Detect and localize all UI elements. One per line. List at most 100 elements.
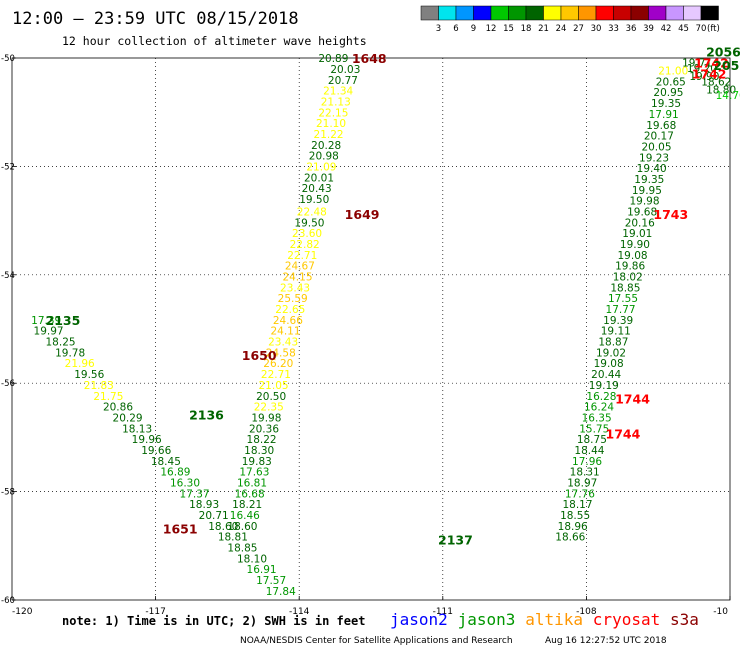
swh-point-label: 22.15 [318, 107, 348, 119]
swh-point-label: 18.80 [706, 85, 736, 97]
swh-point-label: 18.02 [613, 272, 643, 284]
swh-point-label: 19.66 [141, 445, 171, 457]
swh-point-label: 16.68 [235, 488, 265, 500]
colorbar-swatch [543, 5, 562, 21]
swh-point-label: 19.11 [601, 326, 631, 338]
swh-point-label: 19.56 [74, 369, 104, 381]
legend-item-altika: altika [525, 610, 583, 629]
swh-point-label: 22.71 [287, 250, 317, 262]
swh-point-label: 21.10 [316, 118, 346, 130]
swh-point-label: 18.17 [562, 499, 592, 511]
x-tick-label: -108 [576, 607, 597, 617]
swh-point-label: 23.43 [268, 337, 298, 349]
swh-point-label: 18.60 [208, 521, 238, 533]
swh-point-label: 20.05 [641, 141, 671, 153]
swh-point-label: 19.83 [242, 456, 272, 468]
swh-point-label: 18.31 [570, 467, 600, 479]
swh-point-label: 18.30 [244, 445, 274, 457]
swh-point-label: 17.55 [608, 293, 638, 305]
swh-point-label: 18.13 [122, 423, 152, 435]
colorbar-swatch [630, 5, 649, 21]
swh-point-label: 20.28 [311, 140, 341, 152]
swh-point-label: 22.35 [254, 402, 284, 414]
swh-point-label: 19.95 [632, 185, 662, 197]
swh-point-label: 18.85 [610, 282, 640, 294]
swh-point-label: 18.44 [574, 445, 604, 457]
colorbar-label: 27 [573, 24, 584, 34]
pass-time-label: 1743 [653, 207, 688, 222]
pass-time-labels: 1648 1649 1650 1651 2135 2136 2137 1743 1744 1744… [46, 45, 740, 548]
swh-point-label: 20.43 [302, 183, 332, 195]
colorbar-swatch [490, 5, 509, 21]
colorbar-swatch [578, 5, 597, 21]
colorbar-swatch [438, 5, 457, 21]
swh-point-label: 22.65 [275, 304, 305, 316]
swh-point-label: 22.82 [290, 239, 320, 251]
pass-time-label: 1649 [345, 207, 380, 222]
swh-point-label: 19.97 [34, 326, 64, 338]
swh-point-label: 15.75 [579, 423, 609, 435]
swh-point-label: 26.20 [263, 358, 293, 370]
swh-point-label: 21.75 [93, 391, 123, 403]
swh-point-label: 25.59 [278, 293, 308, 305]
swh-point-label: 20.03 [330, 64, 360, 76]
swh-point-label: 19.98 [251, 412, 281, 424]
colorbar-swatch [648, 5, 667, 21]
swh-point-label: 19.90 [620, 239, 650, 251]
colorbar-label: 3 [436, 24, 441, 34]
swh-point-label: 20.86 [103, 402, 133, 414]
colorbar-swatch [473, 5, 492, 21]
pass-time-label: 2135 [46, 313, 81, 328]
swh-point-label: 18.85 [227, 543, 257, 555]
swh-point-label: 21.34 [323, 86, 353, 98]
swh-point-label: 18.45 [151, 456, 181, 468]
footer-note: note: 1) Time is in UTC; 2) SWH is in fe… [62, 614, 365, 628]
swh-point-label: 18.55 [560, 510, 590, 522]
axes: -120 -117 -114 -111 -108 -10 -50 -52 -54 -56 -58 -6… [1, 54, 731, 617]
swh-point-label: 19.86 [615, 261, 645, 273]
swh-point-label: 22.48 [297, 206, 327, 218]
x-tick-label: -114 [289, 607, 310, 617]
x-tick-label: -120 [12, 607, 33, 617]
swh-point-label: 19.08 [594, 358, 624, 370]
pass-time-label: 2137 [438, 532, 473, 547]
grid [11, 57, 731, 601]
swh-point-label: 17.77 [606, 304, 636, 316]
chart-subtitle: 12 hour collection of altimeter wave hei… [62, 34, 367, 48]
swh-point-label: 18.96 [558, 521, 588, 533]
swh-point-label: 18.75 [577, 434, 607, 446]
swh-point-label: 16.91 [247, 564, 277, 576]
swh-point-label: 16.30 [170, 477, 200, 489]
swh-point-label: 19.01 [622, 228, 652, 240]
swh-point-label: 20.65 [656, 76, 686, 88]
colorbar-label: 18 [521, 24, 532, 34]
swh-point-label: 19.90 [689, 71, 719, 83]
colorbar-label: 9 [471, 24, 476, 34]
swh-point-label: 21.05 [259, 380, 289, 392]
swh-point-label: 21.83 [84, 380, 114, 392]
pass-time-label: 1744 [606, 427, 641, 442]
y-tick-label: -58 [1, 488, 15, 498]
swh-point-label: 18.60 [227, 521, 257, 533]
swh-point-label: 18.25 [46, 337, 76, 349]
colorbar-swatch [665, 5, 684, 21]
colorbar-label: 21 [538, 24, 549, 34]
pass-time-label: 1650 [242, 348, 277, 363]
colorbar-swatch [613, 5, 632, 21]
x-tick-label: -111 [433, 607, 453, 617]
swh-point-label: 23.60 [292, 228, 322, 240]
swh-point-label: 17.76 [565, 488, 595, 500]
swh-point-label: 18.66 [555, 532, 585, 544]
swh-point-label: 20.17 [644, 131, 674, 143]
colorbar-swatch [455, 5, 474, 21]
swh-point-label: 20.50 [256, 391, 286, 403]
pass-time-label: 2057 [713, 58, 740, 73]
swh-point-label: 20.89 [318, 53, 348, 65]
pass-time-label: 1651 [163, 522, 198, 537]
chart-title: 12:00 — 23:59 UTC 08/15/2018 [12, 9, 299, 29]
pass-time-label: 2136 [189, 408, 224, 423]
y-tick-label: -50 [1, 54, 15, 64]
swh-point-label: 16.81 [237, 477, 267, 489]
colorbar-swatch [525, 5, 544, 21]
